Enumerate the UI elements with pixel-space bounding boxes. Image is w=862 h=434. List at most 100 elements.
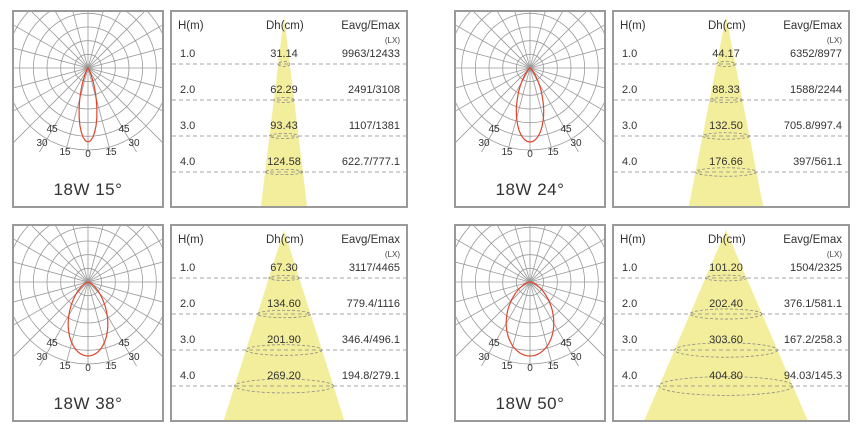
polar-grid: 45 30 15 0 15 30 45: [456, 226, 604, 374]
polar-diagram-panel: 45 30 15 0 15 30 45 18W 38°: [12, 224, 164, 422]
height-value: 3.0: [622, 334, 638, 346]
light-cone: [223, 230, 345, 420]
diameter-value: 202.40: [709, 298, 743, 310]
header-illuminance: Eavg/Emax: [783, 20, 842, 32]
illuminance-value: 376.1/581.1: [783, 298, 842, 310]
polar-angle-label: 15: [59, 361, 71, 372]
polar-angle-label: 15: [59, 147, 71, 158]
polar-angle-label: 45: [560, 338, 572, 349]
header-height: H(m): [620, 20, 646, 32]
illuminance-value: 6352/8977: [790, 48, 842, 60]
polar-angle-label: 0: [527, 363, 533, 374]
intensity-curve: [505, 281, 555, 357]
diameter-value: 44.17: [712, 48, 740, 60]
height-value: 2.0: [622, 298, 638, 310]
height-value: 1.0: [180, 262, 196, 274]
polar-angle-label: 0: [527, 149, 533, 160]
height-value: 1.0: [622, 262, 638, 274]
polar-angle-label: 0: [85, 363, 91, 374]
intensity-curve: [67, 281, 109, 357]
illuminance-value: 779.4/1116: [346, 298, 400, 310]
polar-diagram-panel: 45 30 15 0 15 30 45 18W 24°: [454, 10, 606, 208]
header-unit: (LX): [826, 36, 842, 45]
illuminance-value: 9963/12433: [341, 48, 400, 60]
light-cone: [260, 16, 308, 206]
diameter-value: 67.30: [270, 262, 298, 274]
height-value: 3.0: [622, 120, 638, 132]
polar-angle-label: 30: [478, 138, 490, 149]
header-height: H(m): [620, 234, 646, 246]
header-unit: (LX): [384, 36, 400, 45]
header-diameter: Dh(cm): [708, 234, 746, 246]
polar-angle-label: 15: [547, 147, 559, 158]
illuminance-value: 2491/3108: [348, 84, 400, 96]
intensity-curve: [515, 67, 545, 143]
polar-grid: 45 30 15 0 15 30 45: [456, 12, 604, 160]
polar-angle-label: 15: [501, 361, 513, 372]
height-value: 3.0: [180, 120, 196, 132]
polar-diagram-panel: 45 30 15 0 15 30 45 18W 15°: [12, 10, 164, 208]
polar-angle-label: 45: [488, 124, 500, 135]
polar-angle-label: 30: [128, 138, 140, 149]
polar-angle-label: 45: [118, 338, 130, 349]
illuminance-value: 622.7/777.1: [341, 156, 400, 168]
diameter-value: 269.20: [267, 370, 301, 382]
diagram-caption: 18W 15°: [53, 180, 123, 199]
diameter-value: 31.14: [270, 48, 298, 60]
height-value: 4.0: [180, 156, 196, 168]
beam-table-panel: H(m) Dh(cm) Eavg/Emax (LX) 1.0 67.30 3117/4465…: [170, 224, 408, 422]
illuminance-value: 167.2/258.3: [783, 334, 842, 346]
header-height: H(m): [178, 20, 204, 32]
header-illuminance: Eavg/Emax: [341, 20, 400, 32]
polar-angle-label: 45: [488, 338, 500, 349]
polar-angle-label: 45: [560, 124, 572, 135]
beam-cone: [172, 16, 406, 206]
polar-angle-label: 15: [501, 147, 513, 158]
diameter-value: 132.50: [709, 120, 743, 132]
diameter-value: 93.43: [270, 120, 298, 132]
header-diameter: Dh(cm): [708, 20, 746, 32]
header-illuminance: Eavg/Emax: [341, 234, 400, 246]
beam-table-panel: H(m) Dh(cm) Eavg/Emax (LX) 1.0 101.20 1504/232…: [612, 224, 850, 422]
height-value: 2.0: [180, 298, 196, 310]
diameter-value: 101.20: [709, 262, 743, 274]
illuminance-value: 94.03/145.3: [783, 370, 842, 382]
polar-angle-label: 45: [46, 338, 58, 349]
polar-angle-label: 30: [36, 138, 48, 149]
polar-grid: 45 30 15 0 15 30 45: [14, 12, 162, 160]
spot-ellipse: [264, 168, 304, 176]
illuminance-value: 1107/1381: [348, 120, 400, 132]
height-value: 4.0: [622, 156, 638, 168]
illuminance-value: 1588/2244: [790, 84, 842, 96]
header-illuminance: Eavg/Emax: [783, 234, 842, 246]
header-diameter: Dh(cm): [266, 234, 304, 246]
illuminance-value: 346.4/496.1: [341, 334, 400, 346]
height-value: 4.0: [622, 370, 638, 382]
intensity-curve: [78, 67, 98, 143]
spot-ellipse: [277, 61, 291, 67]
height-value: 1.0: [622, 48, 638, 60]
illuminance-value: 397/561.1: [793, 156, 842, 168]
height-value: 1.0: [180, 48, 196, 60]
spot-ellipse: [256, 309, 312, 319]
polar-angle-label: 0: [85, 149, 91, 160]
diagram-caption: 18W 50°: [495, 394, 565, 413]
light-cone: [688, 16, 764, 206]
beam-cone: [614, 230, 848, 420]
diameter-value: 303.60: [709, 334, 743, 346]
header-diameter: Dh(cm): [266, 20, 304, 32]
diameter-value: 404.80: [709, 370, 743, 382]
height-value: 2.0: [622, 84, 638, 96]
diameter-value: 134.60: [267, 298, 301, 310]
diameter-value: 88.33: [712, 84, 740, 96]
beam-cone: [172, 230, 406, 420]
header-unit: (LX): [826, 250, 842, 259]
diameter-value: 201.90: [267, 334, 301, 346]
diagram-caption: 18W 38°: [53, 394, 123, 413]
polar-angle-label: 30: [478, 352, 490, 363]
header-height: H(m): [178, 234, 204, 246]
header-unit: (LX): [384, 250, 400, 259]
polar-angle-label: 30: [36, 352, 48, 363]
polar-angle-label: 30: [128, 352, 140, 363]
polar-diagram-panel: 45 30 15 0 15 30 45 18W 50°: [454, 224, 606, 422]
